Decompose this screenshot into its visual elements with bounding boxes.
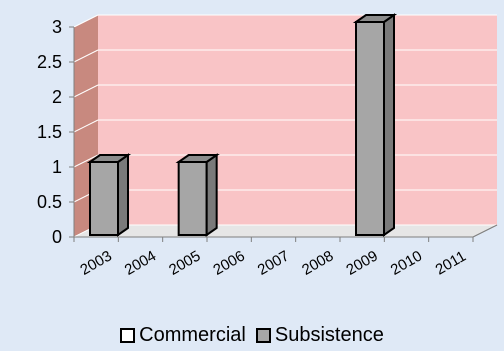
legend-swatch-subsistence [255, 327, 271, 343]
gridline-side [73, 14, 99, 28]
bar-subsistence [355, 21, 385, 236]
x-axis-depth-line [472, 224, 498, 238]
x-tick-label: 2003 [77, 247, 114, 278]
bar-subsistence-side [117, 153, 129, 237]
legend: Commercial Subsistence [0, 322, 504, 348]
legend-label-commercial: Commercial [139, 323, 246, 346]
bar-subsistence [177, 161, 208, 236]
bar-subsistence-top [352, 14, 398, 23]
x-tick-label: 2008 [299, 247, 336, 278]
legend-swatch-commercial [120, 327, 136, 343]
x-tick-label: 2011 [433, 248, 469, 279]
bar-subsistence-side [383, 13, 395, 237]
x-tick-label: 2010 [388, 247, 425, 278]
legend-item-subsistence: Subsistence [255, 323, 384, 347]
x-tick-label: 2006 [210, 247, 247, 278]
bar-subsistence-side [205, 153, 218, 237]
legend-item-commercial: Commercial [120, 324, 246, 347]
bar-subsistence-top [175, 154, 220, 163]
y-tick-label: 2.5 [37, 52, 62, 72]
gridline-side [73, 84, 99, 98]
gridline-side [73, 49, 99, 63]
legend-label-subsistence: Subsistence [274, 323, 384, 346]
y-tick-label: 1 [52, 157, 62, 177]
y-tick-label: 2 [52, 87, 62, 107]
gridline-side [73, 154, 99, 168]
y-tick-label: 0 [52, 227, 62, 247]
x-tick-label: 2007 [255, 247, 292, 278]
x-tick-label: 2009 [343, 247, 380, 278]
gridline-side [73, 119, 99, 133]
bar-subsistence [89, 161, 119, 236]
x-tick-label: 2005 [166, 247, 203, 278]
y-tick-label: 1.5 [37, 122, 62, 142]
bar-subsistence-top [86, 154, 132, 163]
x-tick-label: 2004 [122, 247, 159, 278]
plot-floor [73, 224, 498, 238]
y-tick-label: 3 [52, 17, 62, 37]
y-tick-label: 0.5 [37, 192, 62, 212]
